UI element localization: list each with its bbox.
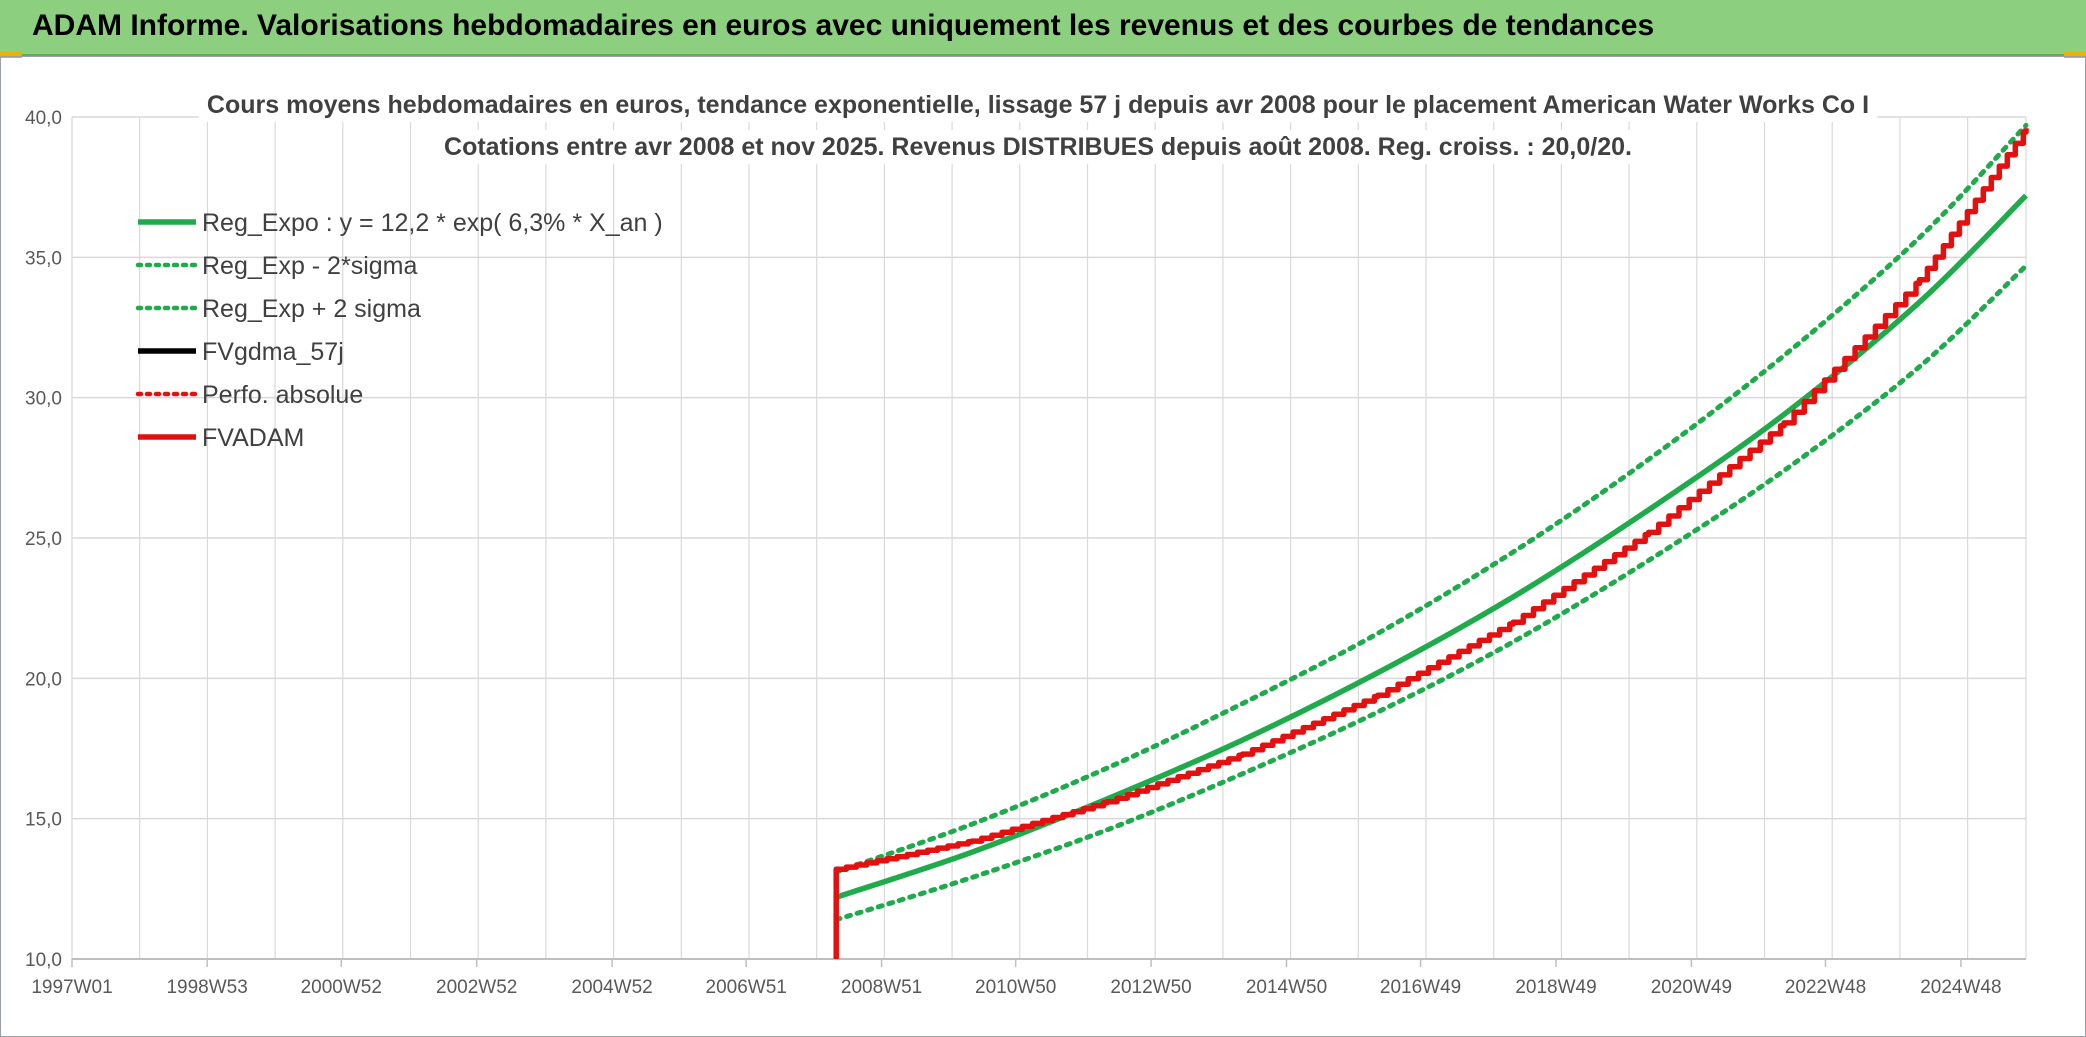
legend-label: FVADAM (202, 424, 304, 452)
series-reg-exp-plus (833, 122, 2029, 875)
y-tick-label: 30,0 (25, 389, 62, 410)
x-tick-label: 2014W50 (1246, 977, 1327, 998)
y-tick-label: 40,0 (25, 108, 62, 129)
series-reg-exp-minus (833, 263, 2029, 923)
x-tick-label: 2024W48 (1920, 977, 2001, 998)
y-tick-label: 35,0 (25, 248, 62, 269)
legend-label: Reg_Exp - 2*sigma (202, 252, 417, 280)
x-tick-label: 2020W49 (1651, 977, 1732, 998)
legend: Reg_Expo : y = 12,2 * exp( 6,3% * X_an )… (135, 209, 663, 452)
chart-subtitle: Cotations entre avr 2008 et nov 2025. Re… (444, 133, 1632, 161)
y-tick-label: 25,0 (25, 529, 62, 550)
legend-label: Reg_Expo : y = 12,2 * exp( 6,3% * X_an ) (202, 209, 663, 237)
axes: 10,0 15,0 20,0 25,0 30,0 35,0 40,0 1997W01 1998W… (25, 108, 2026, 998)
y-tick-label: 15,0 (25, 810, 62, 831)
x-tick-label: 2000W52 (301, 977, 382, 998)
chart-title-bg (198, 88, 1878, 122)
x-tick-label: 2002W52 (436, 977, 517, 998)
x-tick-label: 2008W51 (841, 977, 922, 998)
x-tick-label: 2018W49 (1515, 977, 1596, 998)
banner-title: ADAM Informe. Valorisations hebdomadaire… (32, 9, 1655, 42)
chart-titles: Cours moyens hebdomadaires en euros, ten… (198, 88, 1878, 164)
series-layer (833, 122, 2029, 959)
y-tick-label: 20,0 (25, 669, 62, 690)
x-tick-label: 2006W51 (706, 977, 787, 998)
series-fvadam (833, 128, 2029, 959)
x-tick-label: 2012W50 (1110, 977, 1191, 998)
legend-label: Perfo. absolue (202, 381, 363, 409)
x-tick-label: 1998W53 (166, 977, 247, 998)
x-tick-label: 1997W01 (31, 977, 112, 998)
banner: ADAM Informe. Valorisations hebdomadaire… (0, 0, 2086, 56)
x-tick-label: 2016W49 (1380, 977, 1461, 998)
grid (71, 116, 2027, 960)
legend-label: FVgdma_57j (202, 338, 344, 366)
banner-corner-left (0, 52, 22, 58)
legend-label: Reg_Exp + 2 sigma (202, 295, 421, 323)
y-tick-label: 10,0 (25, 950, 62, 971)
chart-subtitle-bg (436, 130, 1640, 164)
x-tick-label: 2010W50 (975, 977, 1056, 998)
x-tick-label: 2004W52 (571, 977, 652, 998)
x-tick-label: 2022W48 (1785, 977, 1866, 998)
banner-corner-right (2064, 52, 2086, 58)
chart-title: Cours moyens hebdomadaires en euros, ten… (207, 91, 1869, 119)
